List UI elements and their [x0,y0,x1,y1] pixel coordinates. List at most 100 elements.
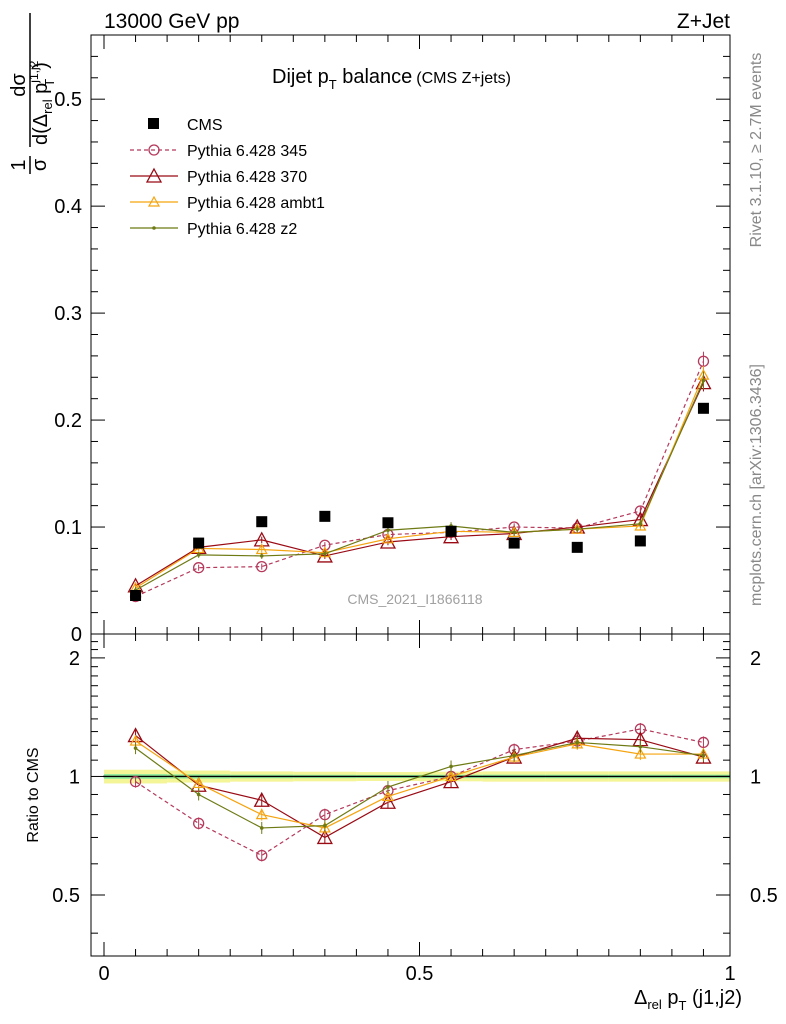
main-point-z2 [196,553,201,557]
ratio-point-p370 [253,791,270,807]
main-line-ambt1 [135,374,705,589]
ratio-point-ambt1 [445,770,458,782]
main-point-p370 [316,547,333,563]
ratio-y-tick-label-right: 1 [750,766,761,788]
ratio-point-ambt1 [255,808,268,820]
legend-entry-ambt1: Pythia 6.428 ambt1 [130,195,325,212]
main-tick-labels: 0 0.1 0.2 0.3 0.4 0.5 [54,89,82,646]
legend-entry-p345: Pythia 6.428 345 [130,143,307,160]
legend-entry-z2: Pythia 6.428 z2 [130,221,297,238]
ratio-y-tick-label: 1 [69,766,80,788]
chart-title: Dijet pT balance (CMS Z+jets) [272,66,511,92]
main-series-p370 [127,373,712,593]
header-left: 13000 GeV pp [104,10,239,33]
ratio-point-z2 [449,764,453,769]
ratio-point-z2 [323,823,327,828]
x-tick-label: 0.5 [406,963,434,985]
main-y-tick-label: 0.4 [54,196,82,218]
mcplots-text: mcplots.cern.ch [arXiv:1306.3436] [748,364,765,606]
main-point-z2 [701,378,706,383]
ratio-frame [90,633,731,957]
svg-text:σ: σ [29,158,51,171]
main-y-tick-label: 0.2 [54,410,82,432]
main-point-z2 [638,522,643,526]
main-point-cms [130,589,142,601]
ratio-y-tick-label: 2 [69,648,80,670]
rivet-version-text: Rivet 3.1.10, ≥ 2.7M events [748,53,765,248]
main-point-cms [571,541,583,553]
svg-text:1: 1 [8,159,30,170]
ratio-line-p345 [135,728,704,857]
main-point-cms [193,537,205,549]
main-point-p345 [192,562,205,574]
ratio-series-ambt1 [129,734,710,834]
legend: CMS Pythia 6.428 345 Pythia 6.428 370 Py… [130,117,325,238]
ratio-y-axis-label: Ratio to CMS [25,747,42,842]
main-panel: 0 0.1 0.2 0.3 0.4 0.5 Dijet pT balance (CMS Z+… [8,13,731,646]
ratio-point-p345 [192,817,205,830]
ratio-series-z2 [133,736,706,834]
ratio-point-p370 [442,773,460,789]
main-y-tick-label: 0.3 [54,303,82,325]
main-series-ambt1 [129,366,710,593]
ratio-point-p345 [256,849,268,862]
ratio-panel: 0.5 0.5 1 1 2 2 0 0.5 1 Ratio to CMS Δrel pT (j1… [25,633,778,1013]
ratio-line-p370 [135,735,704,839]
ratio-point-z2 [386,785,390,789]
main-point-p345 [256,560,268,573]
main-series [127,351,712,603]
analysis-watermark: CMS_2021_I1866118 [347,591,482,607]
main-y-tick-label: 0 [71,624,82,646]
ratio-point-z2 [575,740,580,745]
main-series-z2 [133,371,706,594]
main-point-z2 [259,554,264,558]
x-tick-label: 1 [724,963,735,985]
legend-entry-cms: CMS [148,117,223,134]
main-point-cms [256,516,268,528]
ratio-point-p345 [697,736,710,749]
main-series-cms [130,402,709,601]
ratio-point-z2 [196,792,201,797]
ratio-point-p345 [129,776,142,788]
ratio-y-tick-label-right: 0.5 [750,885,778,907]
main-line-p370 [135,382,704,587]
main-point-ambt1 [634,519,647,531]
ratio-line-z2 [135,741,704,829]
main-line-z2 [135,380,704,591]
x-tick-label: 0 [98,963,109,985]
ratio-tick-labels: 0.5 0.5 1 1 2 2 0 0.5 1 [52,648,778,985]
main-point-z2 [575,527,580,531]
svg-text:CMS: CMS [187,117,223,134]
ratio-point-z2 [638,744,643,749]
ratio-point-z2 [701,753,706,758]
svg-text:Pythia 6.428 345: Pythia 6.428 345 [187,143,307,160]
main-point-cms [508,537,520,549]
main-point-z2 [323,551,327,556]
ratio-line-ambt1 [135,740,704,829]
svg-text:Pythia 6.428 ambt1: Pythia 6.428 ambt1 [187,195,325,212]
main-point-cms [382,517,394,529]
main-point-cms [445,525,457,537]
main-point-cms [697,402,709,414]
main-point-z2 [512,530,516,535]
main-point-z2 [386,528,390,533]
main-line-p345 [135,361,705,598]
ratio-axis-ticks [91,634,730,956]
ratio-point-ambt1 [318,821,331,833]
ratio-point-z2 [512,753,516,758]
svg-text:dσ: dσ [8,73,30,97]
main-y-tick-label: 0.5 [54,89,82,111]
ratio-y-tick-label-right: 2 [750,648,761,670]
ratio-point-p345 [319,808,331,821]
main-series-p345 [129,351,710,603]
svg-text:Pythia 6.428 z2: Pythia 6.428 z2 [187,221,297,238]
ratio-point-ambt1 [381,790,394,801]
ratio-point-z2 [133,746,138,750]
main-point-ambt1 [381,532,394,544]
main-y-axis-label: 1 σ dσ d(Δrel pj1,j2T) [8,13,57,174]
ratio-point-p370 [316,829,333,845]
main-point-cms [319,510,331,522]
ratio-point-p370 [379,793,397,809]
ratio-y-tick-label: 0.5 [52,885,80,907]
